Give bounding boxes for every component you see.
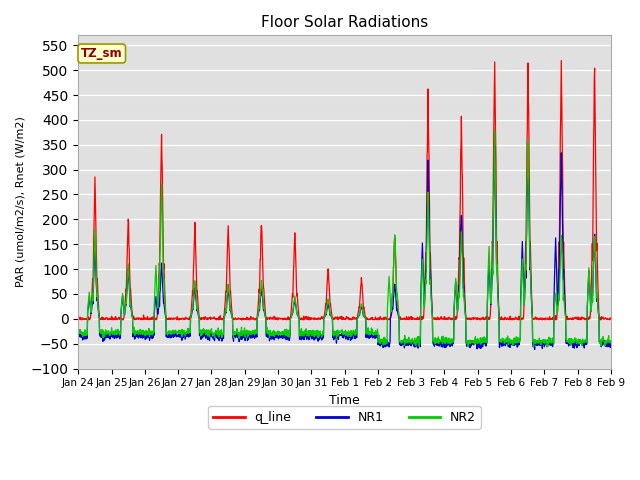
NR1 <box>347 332 355 337</box>
NR2 <box>442 341 449 347</box>
NR1 <box>84 303 92 309</box>
Line: q_line: q_line <box>78 60 611 320</box>
NR2 <box>543 344 551 350</box>
Text: TZ_sm: TZ_sm <box>81 47 123 60</box>
NR1 <box>531 347 538 352</box>
NR1 <box>491 143 499 148</box>
q_line <box>170 315 177 321</box>
NR2 <box>84 300 92 306</box>
NR2 <box>573 340 581 346</box>
q_line <box>74 316 82 322</box>
Y-axis label: PAR (umol/m2/s), Rnet (W/m2): PAR (umol/m2/s), Rnet (W/m2) <box>15 117 25 288</box>
NR1 <box>316 336 323 342</box>
NR1 <box>170 332 177 338</box>
q_line <box>442 316 449 322</box>
NR2 <box>74 329 82 335</box>
NR2 <box>347 328 355 334</box>
NR2 <box>607 338 615 344</box>
NR2 <box>491 128 499 133</box>
NR2 <box>316 333 323 339</box>
X-axis label: Time: Time <box>329 394 360 407</box>
q_line <box>347 316 355 322</box>
NR1 <box>74 332 82 338</box>
q_line <box>607 315 615 321</box>
Title: Floor Solar Radiations: Floor Solar Radiations <box>261 15 428 30</box>
Legend: q_line, NR1, NR2: q_line, NR1, NR2 <box>208 406 481 429</box>
q_line <box>84 316 92 322</box>
NR1 <box>607 341 615 347</box>
NR2 <box>170 329 177 335</box>
NR1 <box>442 339 449 345</box>
NR1 <box>573 339 581 345</box>
q_line <box>477 317 484 323</box>
q_line <box>573 316 581 322</box>
q_line <box>557 58 565 63</box>
q_line <box>316 316 323 322</box>
Line: NR1: NR1 <box>78 145 611 349</box>
Line: NR2: NR2 <box>78 131 611 347</box>
